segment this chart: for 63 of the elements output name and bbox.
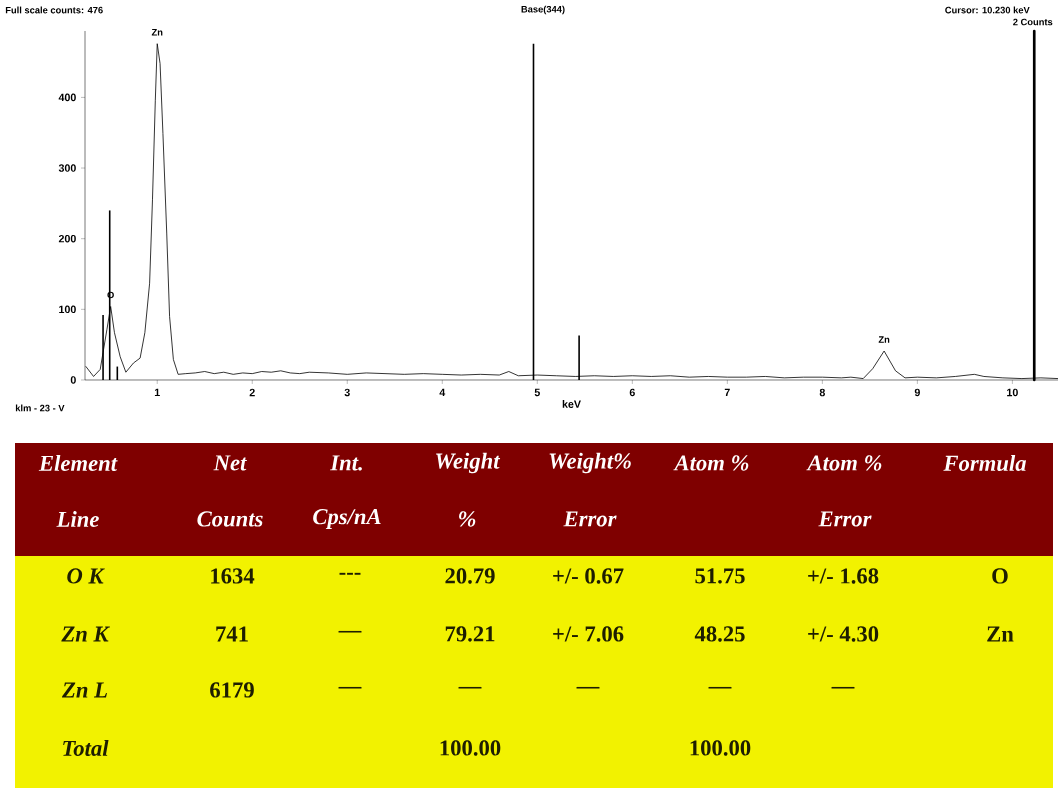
text: +/- 0.67	[553, 568, 624, 584]
text: Zn	[987, 626, 1014, 642]
text: Atom %	[673, 455, 749, 471]
text: Error	[818, 511, 872, 527]
chart-title: Base(344)	[521, 5, 565, 15]
x-tick-label: 3	[344, 388, 350, 397]
text: +/- 4.30	[808, 626, 879, 642]
text: 48.25	[694, 626, 745, 642]
text: ---	[339, 572, 361, 575]
text: Element	[38, 455, 118, 471]
text: 1634	[211, 568, 255, 584]
x-tick-label: 8	[819, 388, 825, 397]
text: Line	[56, 511, 99, 527]
text: Weight	[436, 452, 501, 474]
x-tick-label: 1	[154, 388, 160, 397]
text: 100.00	[440, 740, 501, 756]
text: Atom %	[806, 455, 882, 471]
y-tick-label: 100	[59, 305, 76, 314]
text: O	[992, 568, 1008, 584]
text: +/- 1.68	[808, 568, 879, 584]
text: Weight%	[549, 452, 631, 474]
text: 20.79	[445, 568, 495, 584]
text: Cps/nA	[313, 509, 381, 529]
text: Counts	[197, 511, 263, 527]
text: klm - 23 - V	[15, 404, 65, 412]
text: Zn L	[61, 682, 107, 698]
text: Total	[63, 740, 109, 756]
text: Error	[563, 511, 617, 527]
text: Zn K	[61, 626, 110, 642]
text: Formula	[943, 454, 1027, 471]
text: —	[338, 630, 362, 633]
text: 741	[216, 626, 248, 642]
text: —	[708, 686, 732, 689]
y-tick-label: 0	[70, 376, 76, 384]
text: O K	[67, 568, 105, 584]
x-tick-label: 4	[439, 388, 446, 397]
annotation: Zn	[151, 29, 163, 36]
x-tick-label: 9	[914, 388, 920, 397]
text: —	[576, 686, 600, 689]
text: —	[458, 686, 482, 689]
text: Cursor: 10.230 keV	[945, 6, 1030, 14]
text: 51.75	[695, 568, 745, 584]
x-tick-label: 10	[1007, 388, 1018, 397]
text: 6179	[210, 682, 254, 698]
text: —	[338, 686, 362, 689]
x-tick-label: 5	[534, 388, 540, 397]
text: Net	[213, 455, 247, 471]
x-axis-title: keV	[562, 400, 581, 408]
text: Int.	[330, 455, 362, 471]
x-tick-label: 2	[249, 388, 255, 397]
text: —	[831, 686, 855, 689]
y-tick-label: 200	[58, 234, 76, 243]
text: +/- 7.06	[553, 626, 624, 642]
x-tick-label: 6	[629, 388, 635, 397]
text: Full scale counts: 476	[5, 6, 103, 14]
text: 100.00	[690, 740, 751, 756]
y-tick-label: 400	[58, 93, 76, 102]
text: %	[459, 511, 476, 527]
annotation: Zn	[878, 336, 890, 343]
text: 79.21	[445, 626, 495, 642]
y-tick-label: 300	[58, 164, 76, 172]
x-tick-label: 7	[724, 388, 730, 397]
text: 2 Counts	[1013, 18, 1053, 26]
